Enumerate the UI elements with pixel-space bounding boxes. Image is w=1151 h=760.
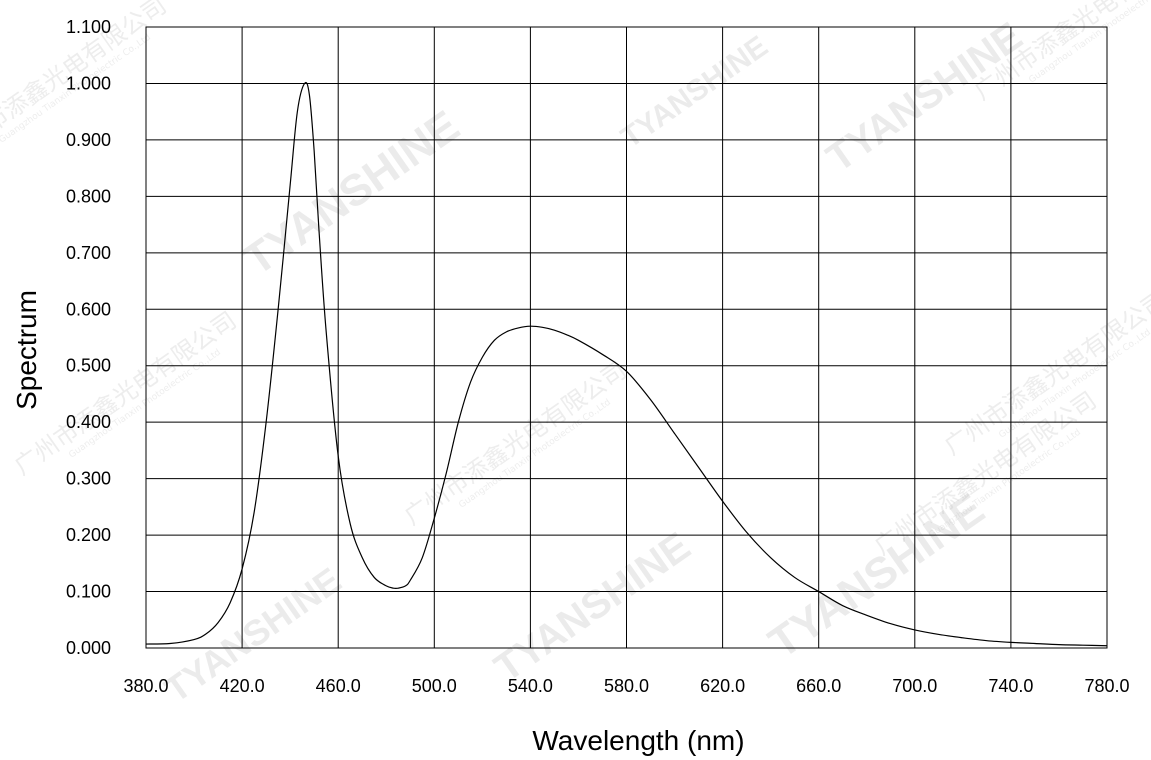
y-tick-label: 0.100: [66, 582, 111, 602]
grid: [145, 26, 1108, 649]
y-tick-label: 0.900: [66, 130, 111, 150]
y-tick-label: 0.500: [66, 356, 111, 376]
y-tick-label: 0.600: [66, 299, 111, 319]
x-tick-label: 660.0: [796, 676, 841, 696]
y-tick-label: 0.200: [66, 525, 111, 545]
watermark-brand: TYANSHINE: [487, 524, 699, 691]
x-tick-label: 460.0: [316, 676, 361, 696]
y-tick-label: 0.300: [66, 469, 111, 489]
x-tick-label: 420.0: [220, 676, 265, 696]
y-tick-label: 0.700: [66, 243, 111, 263]
watermark-brand: TYANSHINE: [819, 14, 1031, 181]
x-tick-label: 380.0: [123, 676, 168, 696]
x-tick-label: 700.0: [892, 676, 937, 696]
y-tick-label: 0.400: [66, 412, 111, 432]
x-tick-label: 580.0: [604, 676, 649, 696]
watermark-company-cn: 广州市添鑫光电有限公司: [9, 306, 241, 480]
x-tick-label: 540.0: [508, 676, 553, 696]
x-tick-label: 500.0: [412, 676, 457, 696]
x-tick-label: 740.0: [988, 676, 1033, 696]
y-axis-ticks: 0.000 0.100 0.200 0.300 0.400 0.500 0.600 0.700…: [66, 17, 111, 658]
x-axis-ticks: 380.0 420.0 460.0 500.0 540.0 580.0 620.0 660.0…: [123, 676, 1129, 696]
y-axis-title: Spectrum: [11, 290, 42, 410]
y-tick-label: 1.000: [66, 73, 111, 93]
spectrum-line: [145, 81, 1108, 647]
plot-frame: [145, 26, 1108, 649]
x-tick-label: 780.0: [1084, 676, 1129, 696]
y-tick-label: 0.000: [66, 638, 111, 658]
y-tick-label: 0.800: [66, 186, 111, 206]
watermark-brand: TYANSHINE: [615, 30, 774, 155]
watermark-brand: TYANSHINE: [235, 101, 468, 285]
watermark-layer: TYANSHINETYANSHINETYANSHINETYANSHINETYAN…: [0, 0, 1151, 710]
x-axis-title: Wavelength (nm): [532, 725, 744, 756]
x-tick-label: 620.0: [700, 676, 745, 696]
y-tick-label: 1.100: [66, 17, 111, 37]
